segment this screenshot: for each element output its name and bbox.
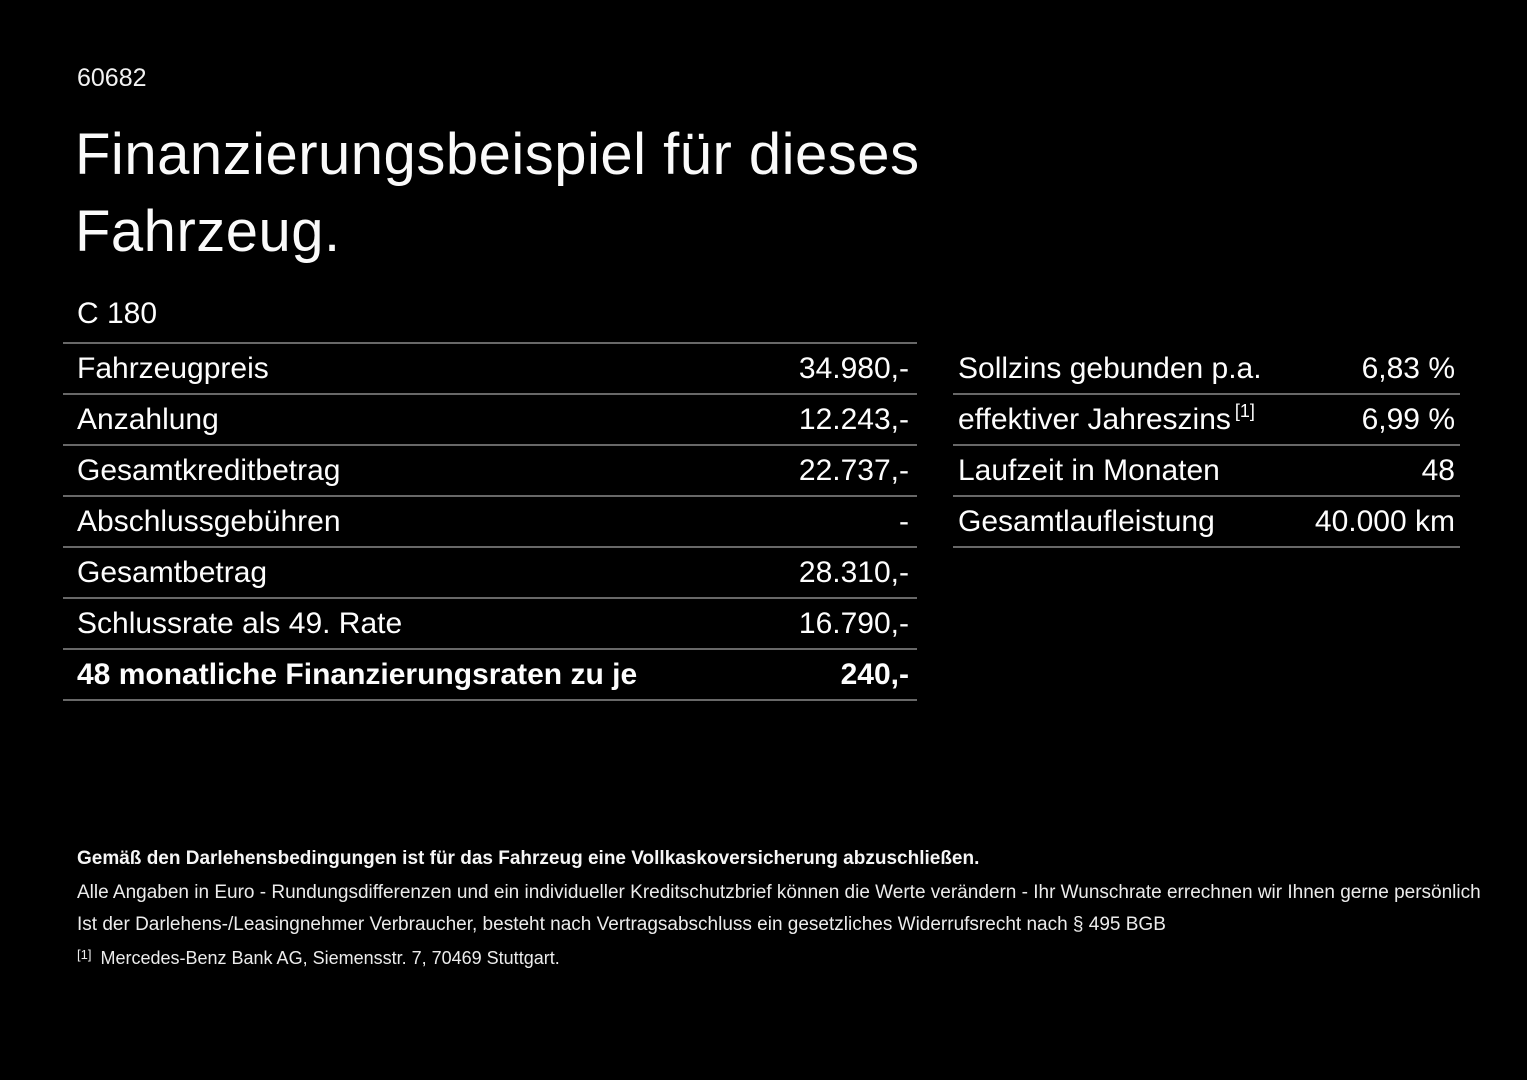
- row-label: Sollzins gebunden p.a.: [958, 351, 1262, 385]
- row-value: 16.790,-: [798, 606, 909, 640]
- row-label: effektiver Jahreszins [1]: [958, 400, 1255, 436]
- footnote-marker: [1]: [1234, 400, 1255, 421]
- table-row-monatsrate: 48 monatliche Finanzierungsraten zu je 2…: [63, 650, 917, 701]
- conditions-table: Sollzins gebunden p.a. 6,83 % effektiver…: [953, 344, 1460, 548]
- table-row-laufzeit: Laufzeit in Monaten 48: [953, 446, 1460, 497]
- document-number: 60682: [77, 64, 147, 92]
- table-row-schlussrate: Schlussrate als 49. Rate 16.790,-: [63, 599, 917, 650]
- row-value: 40.000 km: [1314, 504, 1455, 538]
- row-label: Anzahlung: [77, 402, 219, 436]
- insurance-note: Gemäß den Darlehensbedingungen ist für d…: [77, 848, 980, 869]
- row-value: 6,83 %: [1361, 351, 1455, 385]
- row-value: 28.310,-: [798, 555, 909, 589]
- row-label: Abschlussgebühren: [77, 504, 341, 538]
- row-label: Gesamtkreditbetrag: [77, 453, 341, 487]
- page-title: Finanzierungsbeispiel für dieses Fahrzeu…: [75, 122, 920, 264]
- table-row-gesamtbetrag: Gesamtbetrag 28.310,-: [63, 548, 917, 599]
- table-row-fahrzeugpreis: Fahrzeugpreis 34.980,-: [63, 344, 917, 395]
- row-label: Schlussrate als 49. Rate: [77, 606, 403, 640]
- row-value: -: [899, 504, 909, 538]
- euro-note: Alle Angaben in Euro - Rundungsdifferenz…: [77, 882, 1481, 903]
- table-row-gesamtlaufleistung: Gesamtlaufleistung 40.000 km: [953, 497, 1460, 548]
- footnote-marker: [1]: [77, 947, 92, 962]
- table-row-gesamtkreditbetrag: Gesamtkreditbetrag 22.737,-: [63, 446, 917, 497]
- row-label: Laufzeit in Monaten: [958, 453, 1220, 487]
- row-value: 48: [1421, 453, 1455, 487]
- row-value: 34.980,-: [798, 351, 909, 385]
- row-value: 22.737,-: [798, 453, 909, 487]
- financing-table: Fahrzeugpreis 34.980,- Anzahlung 12.243,…: [63, 342, 917, 701]
- table-row-effektiver-jahreszins: effektiver Jahreszins [1] 6,99 %: [953, 395, 1460, 446]
- row-label: Gesamtlaufleistung: [958, 504, 1215, 538]
- table-row-sollzins: Sollzins gebunden p.a. 6,83 %: [953, 344, 1460, 395]
- row-value: 240,-: [840, 657, 909, 691]
- vehicle-model-label: C 180: [77, 297, 158, 330]
- row-label: Gesamtbetrag: [77, 555, 268, 589]
- row-label: Fahrzeugpreis: [77, 351, 269, 385]
- footnote: [1] Mercedes-Benz Bank AG, Siemensstr. 7,…: [77, 947, 560, 969]
- withdrawal-note: Ist der Darlehens-/Leasingnehmer Verbrau…: [77, 914, 1166, 935]
- table-row-anzahlung: Anzahlung 12.243,-: [63, 395, 917, 446]
- row-value: 12.243,-: [798, 402, 909, 436]
- row-value: 6,99 %: [1361, 402, 1455, 436]
- footnote-text: Mercedes-Benz Bank AG, Siemensstr. 7, 70…: [100, 948, 560, 968]
- row-label: 48 monatliche Finanzierungsraten zu je: [77, 657, 638, 691]
- table-row-abschlussgebuehren: Abschlussgebühren -: [63, 497, 917, 548]
